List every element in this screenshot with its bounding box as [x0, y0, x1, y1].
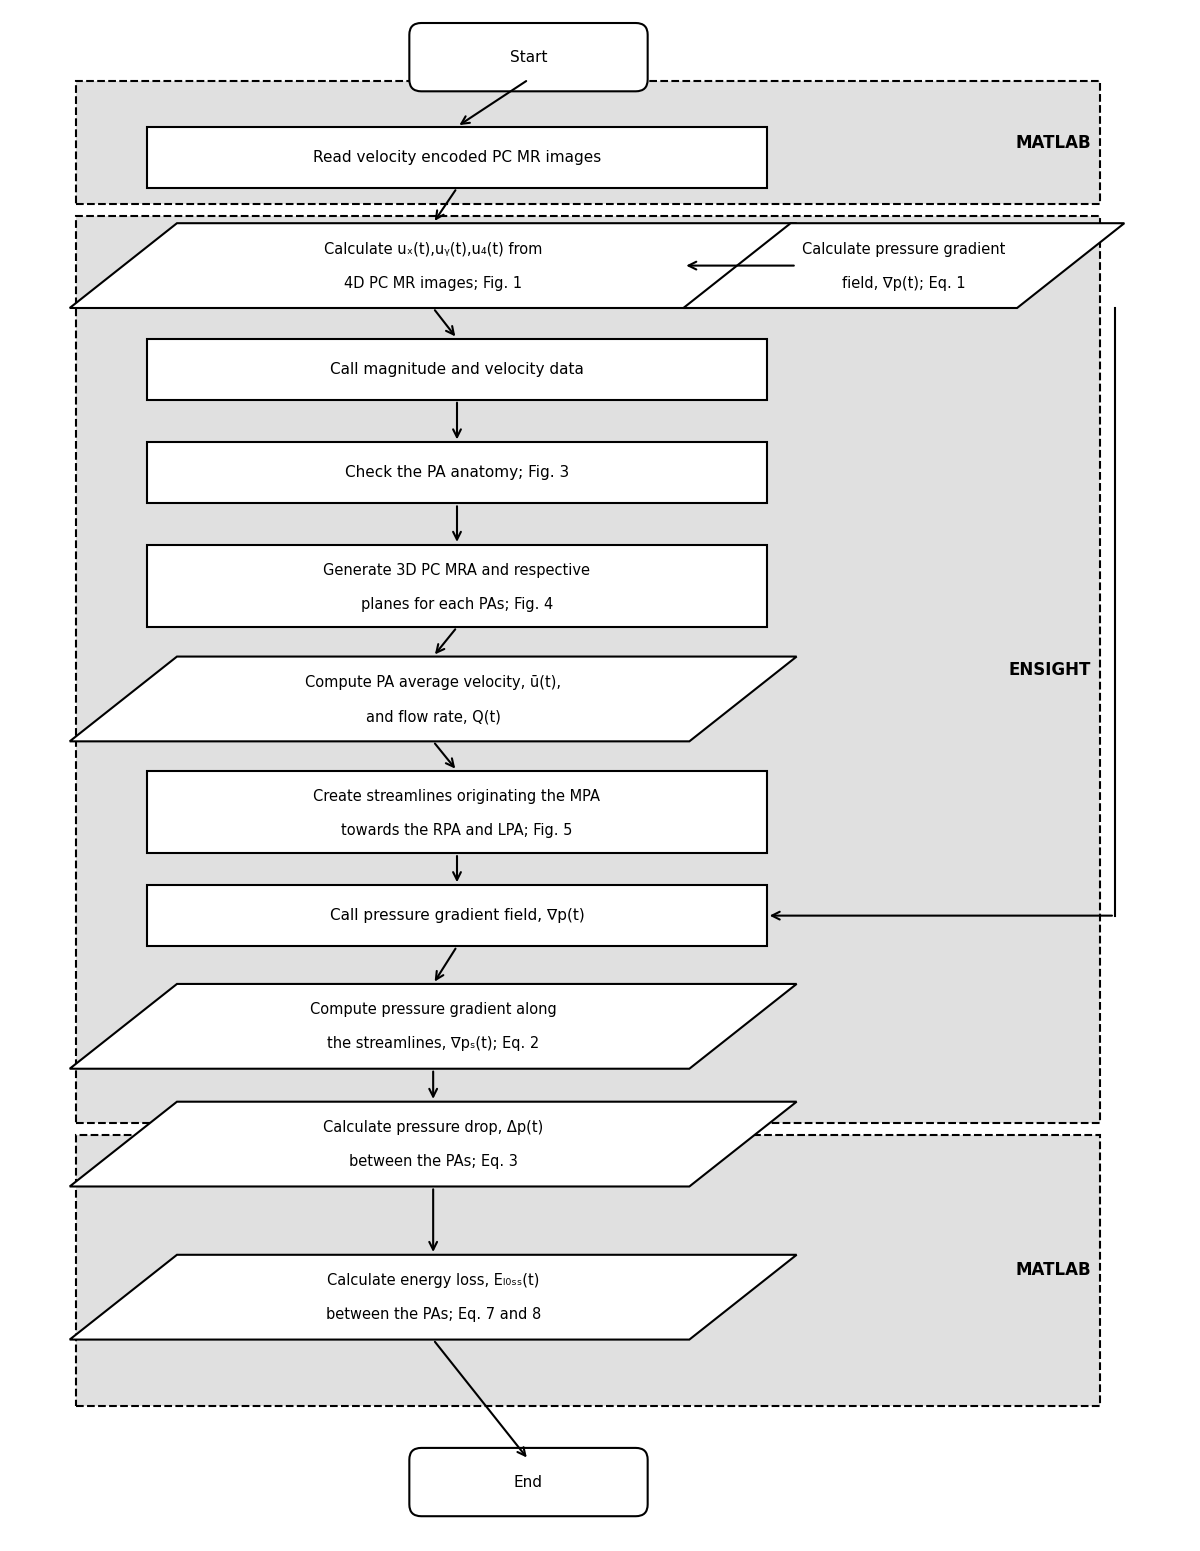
Bar: [148, 771, 767, 853]
Polygon shape: [684, 223, 1124, 309]
Text: End: End: [514, 1475, 542, 1489]
Text: 4D PC MR images; Fig. 1: 4D PC MR images; Fig. 1: [344, 276, 522, 290]
Text: Read velocity encoded PC MR images: Read velocity encoded PC MR images: [313, 150, 601, 164]
Text: Call magnitude and velocity data: Call magnitude and velocity data: [330, 361, 584, 377]
Polygon shape: [70, 983, 797, 1069]
Text: Calculate energy loss, Eₗ₀ₛₛ(t): Calculate energy loss, Eₗ₀ₛₛ(t): [326, 1273, 539, 1289]
Bar: [148, 338, 767, 400]
Text: Calculate uₓ(t),uᵧ(t),u₄(t) from: Calculate uₓ(t),uᵧ(t),u₄(t) from: [324, 242, 542, 256]
Bar: [76, 81, 1100, 205]
Polygon shape: [70, 656, 797, 741]
Bar: [148, 127, 767, 188]
Text: MATLAB: MATLAB: [1015, 1261, 1091, 1280]
Text: Create streamlines originating the MPA: Create streamlines originating the MPA: [313, 789, 600, 805]
Bar: [76, 216, 1100, 1123]
Text: the streamlines, ∇pₛ(t); Eq. 2: the streamlines, ∇pₛ(t); Eq. 2: [328, 1036, 539, 1052]
FancyBboxPatch shape: [409, 1449, 648, 1517]
Bar: [148, 886, 767, 946]
Text: Check the PA anatomy; Fig. 3: Check the PA anatomy; Fig. 3: [344, 465, 569, 481]
Bar: [76, 1135, 1100, 1405]
Polygon shape: [70, 1101, 797, 1187]
Text: Compute pressure gradient along: Compute pressure gradient along: [310, 1002, 557, 1017]
Text: planes for each PAs; Fig. 4: planes for each PAs; Fig. 4: [361, 597, 553, 613]
Text: Generate 3D PC MRA and respective: Generate 3D PC MRA and respective: [324, 563, 590, 579]
Bar: [148, 442, 767, 504]
Text: between the PAs; Eq. 3: between the PAs; Eq. 3: [349, 1154, 517, 1169]
Text: Start: Start: [510, 50, 547, 65]
Polygon shape: [70, 223, 797, 309]
Text: and flow rate, Q(t): and flow rate, Q(t): [366, 709, 500, 724]
Polygon shape: [70, 1255, 797, 1340]
Text: towards the RPA and LPA; Fig. 5: towards the RPA and LPA; Fig. 5: [341, 824, 572, 839]
Text: Compute PA average velocity, ū(t),: Compute PA average velocity, ū(t),: [305, 675, 562, 690]
Bar: [148, 544, 767, 627]
Text: Calculate pressure drop, Δp(t): Calculate pressure drop, Δp(t): [323, 1120, 544, 1135]
Text: Call pressure gradient field, ∇p(t): Call pressure gradient field, ∇p(t): [330, 909, 584, 923]
Text: ENSIGHT: ENSIGHT: [1008, 661, 1091, 678]
Text: MATLAB: MATLAB: [1015, 133, 1091, 152]
FancyBboxPatch shape: [409, 23, 648, 92]
Text: field, ∇p(t); Eq. 1: field, ∇p(t); Eq. 1: [842, 276, 966, 290]
Text: between the PAs; Eq. 7 and 8: between the PAs; Eq. 7 and 8: [325, 1307, 541, 1323]
Text: Calculate pressure gradient: Calculate pressure gradient: [802, 242, 1006, 256]
